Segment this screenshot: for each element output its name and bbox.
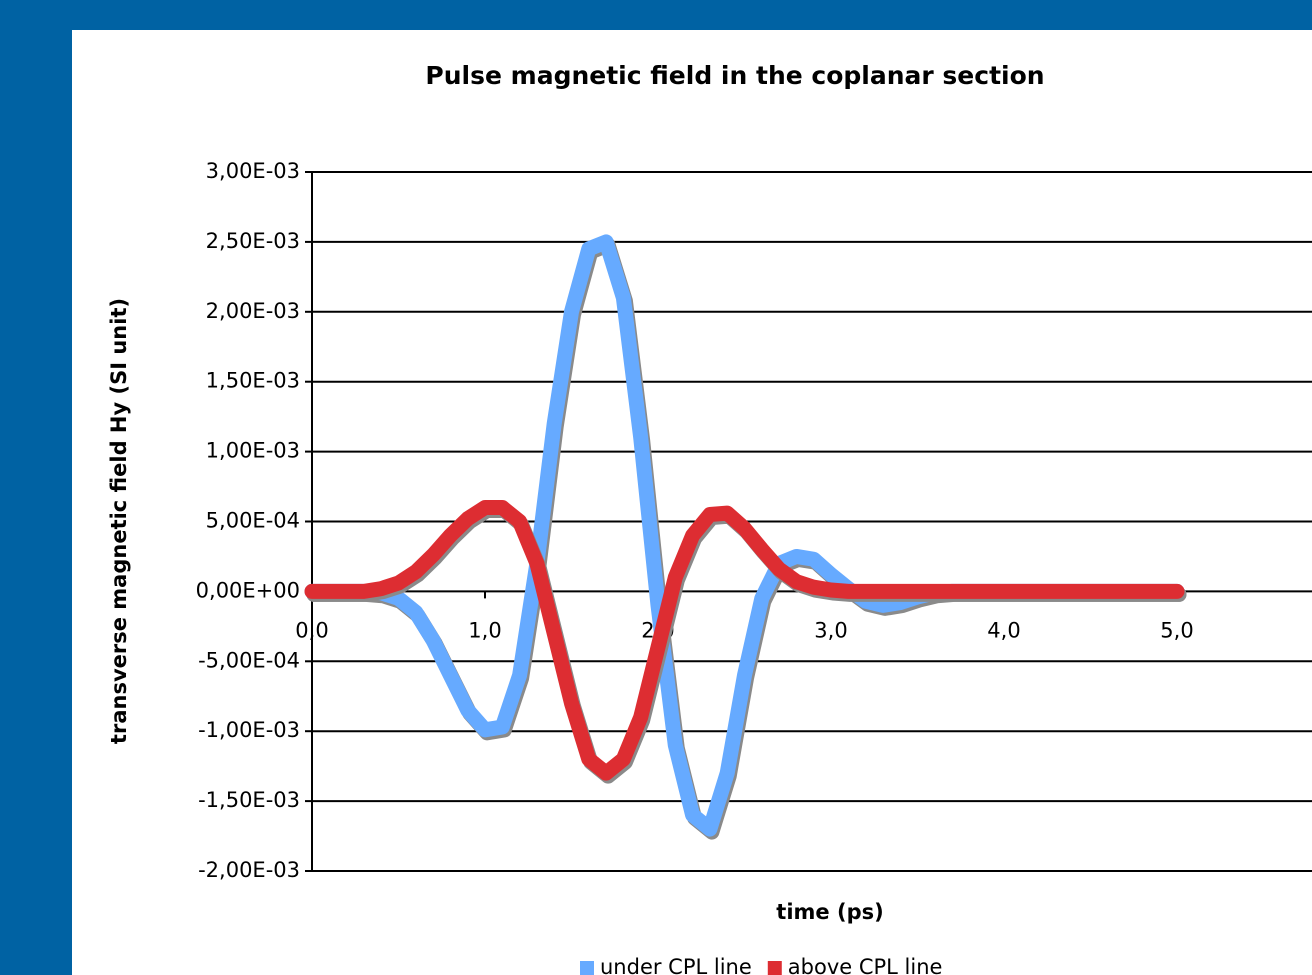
y-tick-label: -1,00E-03: [198, 718, 300, 742]
legend-label: above CPL line: [788, 955, 943, 975]
x-tick-label: 3,0: [814, 618, 847, 642]
y-tick-label: 2,50E-03: [206, 229, 300, 253]
y-tick-label: 1,00E-03: [206, 439, 300, 463]
y-tick-label: 0,00E+00: [196, 578, 300, 602]
x-axis-label: time (ps): [776, 900, 883, 924]
x-tick-label: 4,0: [987, 618, 1020, 642]
y-tick-label: -2,00E-03: [198, 858, 300, 882]
x-tick-label: 1,0: [468, 618, 501, 642]
legend-label: under CPL line: [600, 955, 752, 975]
y-axis-label: transverse magnetic field Hy (SI unit): [107, 298, 131, 744]
y-tick-label: 2,00E-03: [206, 299, 300, 323]
legend-swatch: [580, 961, 594, 975]
series-line: [304, 500, 1185, 781]
x-tick-label: 5,0: [1160, 618, 1193, 642]
y-tick-label: 3,00E-03: [206, 159, 300, 183]
y-tick-label: 1,50E-03: [206, 369, 300, 393]
y-tick-label: -1,50E-03: [198, 788, 300, 812]
y-tick-label: -5,00E-04: [198, 648, 300, 672]
x-tick-label: 0,0: [295, 618, 328, 642]
legend-swatch: [767, 961, 782, 975]
chart-title: Pulse magnetic field in the coplanar sec…: [425, 61, 1044, 90]
y-tick-label: 5,00E-04: [206, 509, 300, 533]
